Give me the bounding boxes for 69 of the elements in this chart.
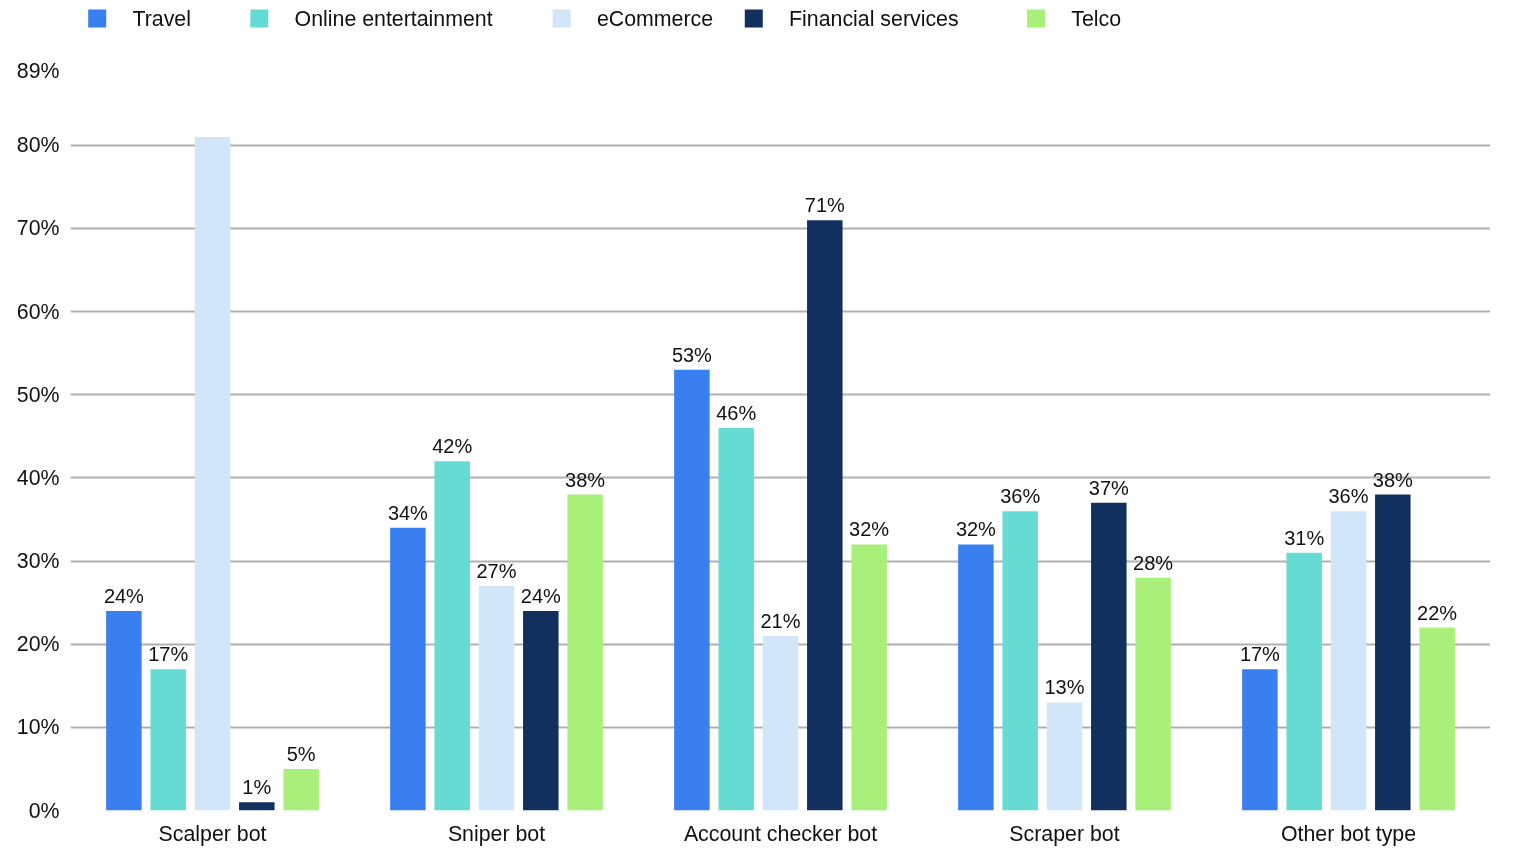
bar xyxy=(239,802,275,811)
bar xyxy=(478,586,515,811)
data-label: 13% xyxy=(1044,676,1085,699)
y-tick-label: 50% xyxy=(16,382,60,407)
bar xyxy=(1242,669,1278,811)
data-label: 42% xyxy=(432,435,473,458)
data-label: 5% xyxy=(286,742,316,765)
bar xyxy=(958,544,994,811)
data-label: 71% xyxy=(804,194,846,217)
data-label: 53% xyxy=(671,343,713,366)
bar xyxy=(150,669,186,811)
bar xyxy=(1286,552,1322,811)
y-tick-label: 70% xyxy=(16,216,60,241)
bar xyxy=(1375,494,1411,811)
bar xyxy=(567,494,603,811)
data-label: 38% xyxy=(1372,468,1414,491)
data-label: 46% xyxy=(716,402,757,425)
bar xyxy=(194,137,231,811)
data-label: 24% xyxy=(520,584,562,607)
data-label: 38% xyxy=(565,468,606,491)
data-label: 32% xyxy=(849,518,890,541)
bar xyxy=(718,428,754,811)
y-tick-label: 20% xyxy=(16,632,60,657)
bar xyxy=(1002,511,1038,811)
data-label: 27% xyxy=(476,560,517,583)
bar xyxy=(434,461,470,811)
bar xyxy=(807,220,843,811)
data-label: 37% xyxy=(1088,476,1130,499)
bar xyxy=(1046,702,1083,811)
data-label: 22% xyxy=(1417,601,1458,624)
bar xyxy=(851,544,887,811)
data-label: 32% xyxy=(955,518,997,541)
data-label: 34% xyxy=(387,501,429,524)
legend-label: Online entertainment xyxy=(294,6,493,31)
data-label: 1% xyxy=(242,776,272,799)
x-tick-label: Scraper bot xyxy=(1009,821,1120,846)
data-label: 24% xyxy=(103,584,145,607)
data-label: 36% xyxy=(1328,485,1369,508)
data-label: 36% xyxy=(1000,485,1041,508)
data-label: 21% xyxy=(760,609,801,632)
bar xyxy=(1091,502,1127,811)
bar xyxy=(1330,511,1367,811)
y-tick-label: 0% xyxy=(28,798,60,823)
y-tick-label: 30% xyxy=(16,549,60,574)
y-tick-label: 60% xyxy=(16,299,60,324)
legend-label: Telco xyxy=(1071,6,1122,31)
bar xyxy=(1419,627,1455,811)
x-tick-label: Account checker bot xyxy=(683,821,878,846)
legend-label: Financial services xyxy=(789,6,959,31)
y-tick-label: 10% xyxy=(16,715,60,740)
data-label: 28% xyxy=(1133,551,1174,574)
data-label: 17% xyxy=(148,643,189,666)
y-tick-label: 80% xyxy=(16,133,60,158)
bar xyxy=(390,527,426,811)
y-tick-label: 89% xyxy=(16,58,60,83)
x-tick-label: Sniper bot xyxy=(447,821,546,846)
legend-label: Travel xyxy=(132,6,191,31)
bar xyxy=(1135,577,1171,811)
x-tick-label: Other bot type xyxy=(1280,821,1417,846)
data-label: 31% xyxy=(1284,526,1325,549)
data-label: 17% xyxy=(1239,643,1281,666)
y-tick-label: 40% xyxy=(16,465,60,490)
bar xyxy=(674,369,710,811)
legend-label: eCommerce xyxy=(596,6,714,31)
x-tick-label: Scalper bot xyxy=(158,821,267,846)
bar xyxy=(523,610,559,811)
bar xyxy=(762,635,799,811)
bar xyxy=(106,610,142,811)
bar xyxy=(283,768,319,811)
